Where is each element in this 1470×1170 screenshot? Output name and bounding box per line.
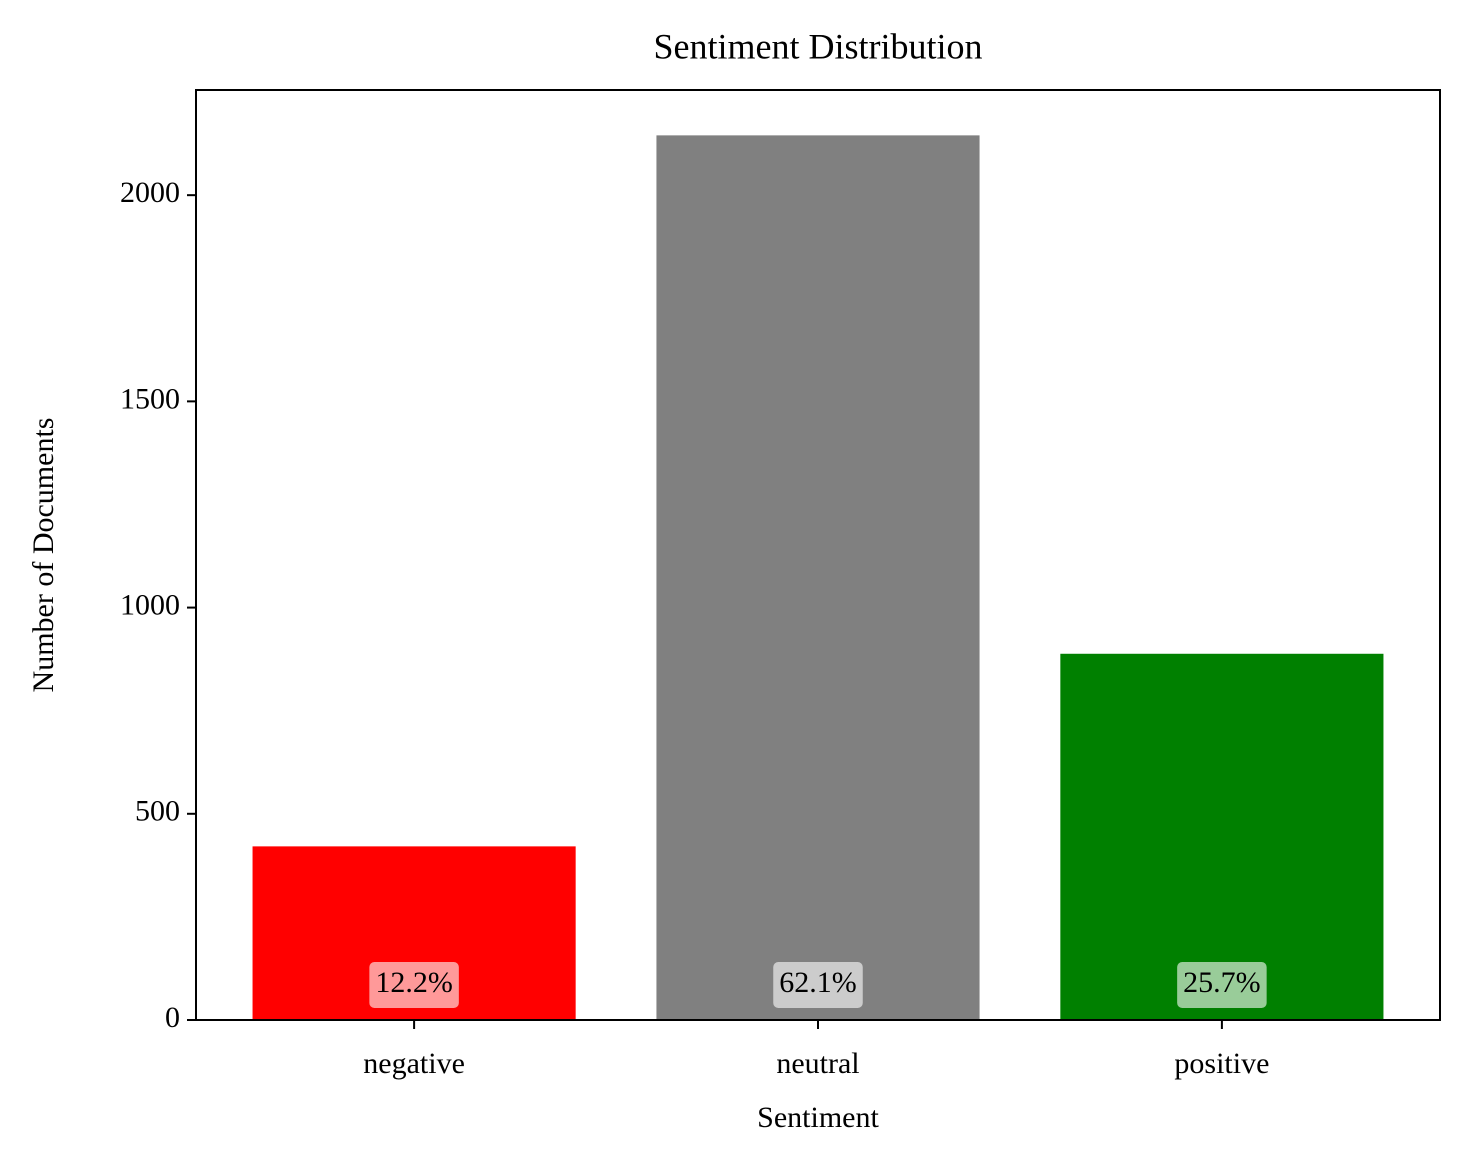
y-tick-label: 0	[165, 1001, 180, 1034]
bar-label: 25.7%	[1183, 966, 1261, 999]
bar-label: 12.2%	[375, 966, 453, 999]
bar	[1060, 653, 1384, 1020]
y-tick-label: 1500	[120, 382, 180, 415]
bar	[656, 135, 980, 1021]
plot-frame	[195, 89, 1441, 1021]
y-tick-label: 2000	[120, 176, 180, 209]
bar-label-box	[369, 962, 459, 1008]
x-axis-label: Sentiment	[757, 1101, 879, 1134]
bar-label-box	[1177, 962, 1267, 1008]
x-tick-label: neutral	[776, 1047, 859, 1080]
x-tick-label: positive	[1174, 1047, 1269, 1080]
bar-label: 62.1%	[779, 966, 857, 999]
y-axis-label: Number of Documents	[27, 418, 60, 693]
bar-label-box	[773, 962, 863, 1008]
y-tick-label: 1000	[120, 588, 180, 621]
chart-title: Sentiment Distribution	[654, 26, 983, 66]
x-tick-label: negative	[363, 1047, 465, 1080]
y-tick-label: 500	[135, 795, 180, 828]
